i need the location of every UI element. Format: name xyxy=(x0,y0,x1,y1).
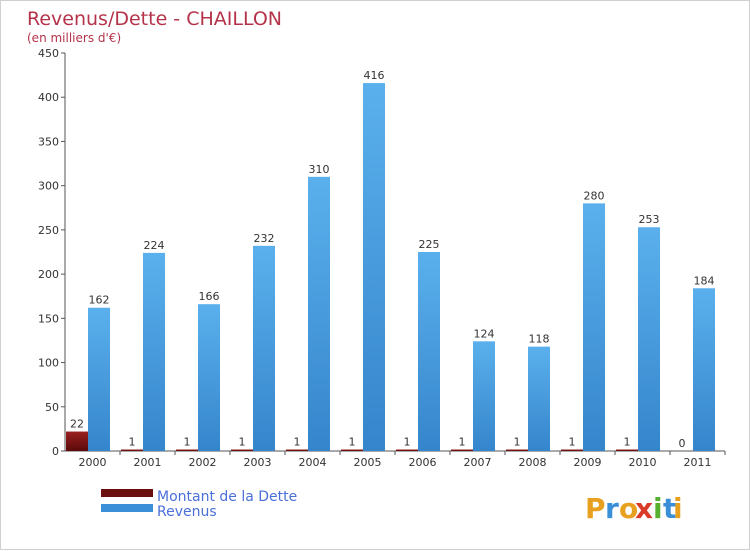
data-label-dette-2008: 1 xyxy=(514,436,521,449)
x-axis-ticks: 2000 2001 2002 2003 2004 2005 2006 2007 2008 2009… xyxy=(79,451,726,469)
bar-revenus-2002 xyxy=(198,304,220,451)
bars: 22 162 1 224 1 166 1 232 1 310 1 416 1 225 1 124 1 118 1 28… xyxy=(66,69,715,452)
logo-letter: r xyxy=(605,492,619,525)
y-tick-label: 250 xyxy=(38,224,59,237)
data-label-dette-2003: 1 xyxy=(239,436,246,449)
data-label-dette-2004: 1 xyxy=(294,436,301,449)
bar-revenus-2001 xyxy=(143,252,165,451)
bar-revenus-2007 xyxy=(473,341,495,451)
bar-revenus-2006 xyxy=(418,252,440,451)
y-tick-label: 350 xyxy=(38,135,59,148)
data-label-dette-2001: 1 xyxy=(129,436,136,449)
x-tick-label: 2000 xyxy=(79,456,107,469)
y-tick-label: 150 xyxy=(38,312,59,325)
y-tick-label: 100 xyxy=(38,357,59,370)
logo-letter: i xyxy=(673,492,683,525)
x-tick-label: 2011 xyxy=(684,456,712,469)
data-label-dette-2006: 1 xyxy=(404,436,411,449)
bar-dette-2006 xyxy=(396,449,418,451)
x-tick-label: 2004 xyxy=(299,456,327,469)
chart-title: Revenus/Dette - CHAILLON xyxy=(27,8,282,30)
legend-label-revenus: Revenus xyxy=(157,504,217,520)
legend-swatch-revenus xyxy=(101,504,153,512)
data-label-revenus-2000: 162 xyxy=(89,294,110,307)
x-tick-label: 2008 xyxy=(519,456,547,469)
x-tick-label: 2003 xyxy=(244,456,272,469)
bar-dette-2002 xyxy=(176,449,198,451)
bar-revenus-2009 xyxy=(583,203,605,451)
bar-revenus-2000 xyxy=(88,307,110,451)
y-tick-label: 50 xyxy=(45,401,59,414)
x-tick-label: 2009 xyxy=(574,456,602,469)
bar-revenus-2004 xyxy=(308,176,330,452)
data-label-dette-2010: 1 xyxy=(624,436,631,449)
data-label-dette-2005: 1 xyxy=(349,436,356,449)
legend-swatch-dette xyxy=(101,489,153,497)
data-label-dette-2000: 22 xyxy=(70,418,84,431)
data-label-revenus-2005: 416 xyxy=(364,69,385,82)
x-tick-label: 2006 xyxy=(409,456,437,469)
legend-label-dette: Montant de la Dette xyxy=(157,489,297,505)
legend: Montant de la Dette Revenus xyxy=(101,489,297,520)
logo-letter: t xyxy=(663,492,676,525)
bar-dette-2008 xyxy=(506,449,528,451)
bar-dette-2000 xyxy=(66,431,88,451)
y-tick-label: 0 xyxy=(52,445,59,458)
logo-letter: i xyxy=(653,492,663,525)
data-label-revenus-2004: 310 xyxy=(309,163,330,176)
bar-dette-2003 xyxy=(231,449,253,451)
data-label-revenus-2003: 232 xyxy=(254,232,275,245)
data-label-revenus-2002: 166 xyxy=(199,290,220,303)
data-label-dette-2002: 1 xyxy=(184,436,191,449)
bar-revenus-2008 xyxy=(528,346,550,451)
bar-dette-2009 xyxy=(561,449,583,451)
bar-dette-2010 xyxy=(616,449,638,451)
data-label-revenus-2009: 280 xyxy=(584,189,605,202)
x-tick-label: 2001 xyxy=(134,456,162,469)
bar-revenus-2003 xyxy=(253,245,275,451)
data-label-revenus-2006: 225 xyxy=(419,238,440,251)
data-label-revenus-2008: 118 xyxy=(529,333,550,346)
data-label-revenus-2007: 124 xyxy=(474,327,495,340)
data-label-dette-2009: 1 xyxy=(569,436,576,449)
chart-subtitle: (en milliers d'€) xyxy=(27,31,121,45)
bar-revenus-2010 xyxy=(638,227,660,451)
bar-dette-2001 xyxy=(121,449,143,451)
logo-letter: o xyxy=(619,492,638,525)
x-tick-label: 2005 xyxy=(354,456,382,469)
data-label-revenus-2001: 224 xyxy=(144,239,165,252)
y-axis-ticks: 0 50 100 150 200 250 300 350 400 450 xyxy=(38,47,65,458)
x-tick-label: 2002 xyxy=(189,456,217,469)
y-tick-label: 200 xyxy=(38,268,59,281)
x-tick-label: 2010 xyxy=(629,456,657,469)
y-tick-label: 400 xyxy=(38,91,59,104)
data-label-dette-2007: 1 xyxy=(459,436,466,449)
bar-dette-2005 xyxy=(341,449,363,451)
x-tick-label: 2007 xyxy=(464,456,492,469)
bar-revenus-2011 xyxy=(693,288,715,451)
bar-revenus-2005 xyxy=(363,83,385,452)
logo-letter: x xyxy=(635,492,653,525)
bar-dette-2004 xyxy=(286,449,308,451)
logo-letter: P xyxy=(585,492,606,525)
data-label-revenus-2010: 253 xyxy=(639,213,660,226)
data-label-dette-2011: 0 xyxy=(679,437,686,450)
data-label-revenus-2011: 184 xyxy=(694,274,715,287)
y-tick-label: 300 xyxy=(38,180,59,193)
y-tick-label: 450 xyxy=(38,47,59,60)
bar-dette-2007 xyxy=(451,449,473,451)
